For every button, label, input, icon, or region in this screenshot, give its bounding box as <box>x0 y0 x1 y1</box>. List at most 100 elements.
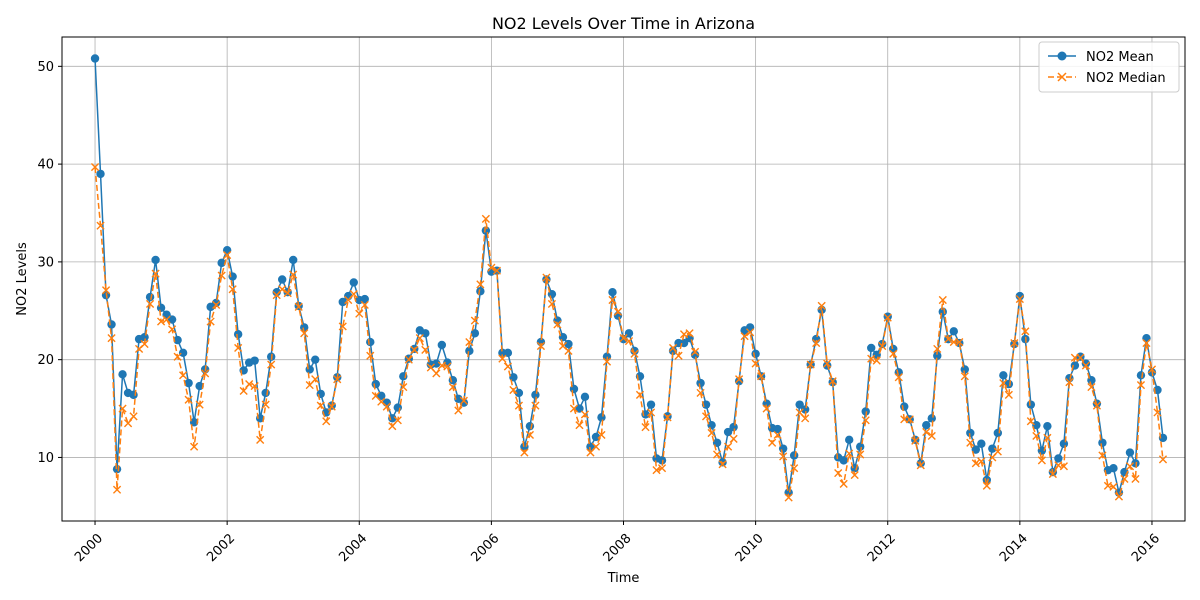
data-point <box>845 435 854 445</box>
data-point <box>564 346 573 355</box>
data-point <box>465 346 474 356</box>
data-point <box>828 377 837 386</box>
legend-frame <box>1038 41 1180 93</box>
data-point <box>1059 462 1068 471</box>
data-point <box>525 430 535 440</box>
data-point <box>938 295 947 305</box>
data-point <box>944 335 953 344</box>
data-point <box>156 303 166 313</box>
data-point <box>278 275 287 284</box>
data-point <box>283 289 292 298</box>
data-point <box>322 417 331 426</box>
data-point <box>597 413 606 422</box>
data-point <box>613 307 623 316</box>
data-point <box>927 414 936 423</box>
data-point <box>624 336 634 346</box>
data-point <box>178 348 188 358</box>
data-point <box>338 297 347 307</box>
data-point <box>96 221 105 230</box>
data-point <box>349 278 358 287</box>
data-point <box>883 313 892 322</box>
data-point <box>404 355 413 364</box>
data-point <box>839 456 848 465</box>
data-point <box>465 337 474 347</box>
data-point <box>195 381 204 391</box>
data-point <box>454 406 463 415</box>
data-point <box>355 309 364 318</box>
data-point <box>993 447 1002 456</box>
data-point <box>845 449 854 458</box>
data-point <box>657 456 667 465</box>
data-point <box>1032 420 1041 430</box>
data-point <box>233 330 243 339</box>
data-point <box>685 329 694 338</box>
data-point <box>223 250 232 260</box>
data-point <box>723 427 733 437</box>
data-point <box>272 288 281 297</box>
data-point <box>580 410 590 419</box>
data-point <box>999 379 1008 388</box>
data-point <box>911 436 920 445</box>
data-point <box>366 337 375 347</box>
data-point <box>949 327 958 336</box>
data-point <box>432 369 441 378</box>
legend-label-median: NO2 Median <box>1086 71 1166 86</box>
data-point <box>1109 482 1118 491</box>
data-point <box>900 402 909 411</box>
data-point <box>470 329 480 338</box>
data-point <box>955 337 964 347</box>
data-point <box>123 419 133 428</box>
data-point <box>1026 417 1035 426</box>
data-point <box>201 369 210 378</box>
data-point <box>145 299 155 309</box>
data-point <box>498 354 507 363</box>
data-point <box>817 301 826 310</box>
data-point <box>768 438 777 447</box>
data-point <box>112 464 122 474</box>
data-point <box>982 475 992 485</box>
data-point <box>96 169 105 179</box>
data-point <box>492 266 501 275</box>
data-point <box>261 388 270 398</box>
chart-title: NO2 Levels Over Time in Arizona <box>492 14 755 33</box>
data-point <box>1043 433 1052 442</box>
data-point <box>927 431 936 441</box>
data-point <box>1026 400 1036 409</box>
data-point <box>338 322 347 331</box>
data-point <box>443 362 452 371</box>
data-point <box>597 430 606 440</box>
series-median <box>90 162 1168 502</box>
data-point <box>635 390 645 399</box>
data-point <box>834 468 843 478</box>
data-point <box>641 423 650 432</box>
data-point <box>806 360 815 369</box>
data-point <box>421 345 430 354</box>
data-point <box>1037 456 1046 465</box>
data-point <box>140 332 149 342</box>
data-point <box>250 356 259 365</box>
data-point <box>982 481 991 490</box>
data-point <box>608 295 617 305</box>
data-point <box>922 427 931 437</box>
data-point <box>1125 448 1135 457</box>
data-point <box>1015 291 1025 301</box>
data-point <box>586 442 595 451</box>
series-layer <box>90 54 1168 502</box>
data-point <box>239 386 248 396</box>
data-point <box>514 401 524 410</box>
data-point <box>790 464 799 473</box>
data-point <box>151 255 160 265</box>
data-point <box>222 245 232 255</box>
data-point <box>646 400 656 409</box>
data-point <box>305 365 314 374</box>
data-point <box>179 371 188 380</box>
data-point <box>360 300 369 310</box>
data-point <box>993 428 1003 438</box>
data-point <box>129 412 138 421</box>
data-point <box>211 298 221 308</box>
data-point <box>316 401 325 410</box>
data-point <box>195 400 204 409</box>
data-point <box>311 375 320 384</box>
